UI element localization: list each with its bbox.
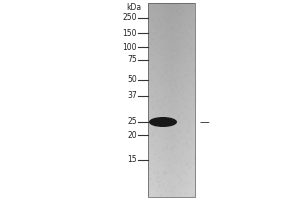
Text: —: — <box>200 117 210 127</box>
Text: 20: 20 <box>128 130 137 140</box>
Text: 75: 75 <box>127 55 137 64</box>
Text: 50: 50 <box>127 75 137 84</box>
Text: 100: 100 <box>122 43 137 51</box>
Bar <box>148 3 195 197</box>
Text: 15: 15 <box>128 156 137 164</box>
Text: 25: 25 <box>128 117 137 127</box>
Ellipse shape <box>149 117 177 127</box>
Text: kDa: kDa <box>126 3 141 12</box>
Text: 150: 150 <box>122 28 137 38</box>
Text: 37: 37 <box>127 92 137 100</box>
Text: 250: 250 <box>122 14 137 22</box>
